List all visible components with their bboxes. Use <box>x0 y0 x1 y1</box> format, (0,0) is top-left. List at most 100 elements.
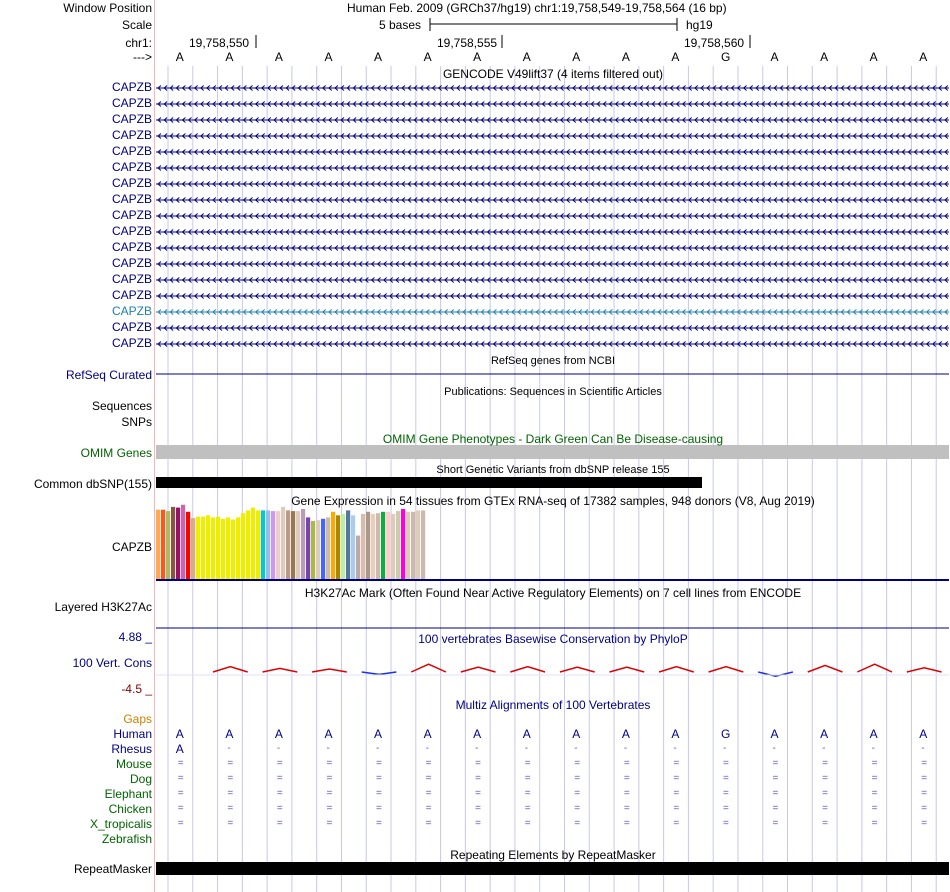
gtex-bar <box>361 513 366 579</box>
base-letter[interactable]: A <box>522 50 531 64</box>
gene-strand-arrows <box>157 341 949 347</box>
gene-label[interactable]: CAPZB <box>111 256 152 270</box>
gtex-bar <box>206 515 211 579</box>
base-letter[interactable]: A <box>820 50 829 64</box>
base-letter[interactable]: A <box>671 50 680 64</box>
dbsnp-track-title[interactable]: Short Genetic Variants from dbSNP releas… <box>436 464 670 476</box>
alignment-base: = <box>276 773 283 784</box>
species-label[interactable]: Dog <box>129 772 152 786</box>
gene-label[interactable]: CAPZB <box>111 128 152 142</box>
base-letter[interactable]: A <box>919 50 928 64</box>
gene-label[interactable]: CAPZB <box>111 80 152 94</box>
alignment-base: - <box>574 743 578 754</box>
window-position-value: Human Feb. 2009 (GRCh37/hg19) chr1:19,75… <box>347 1 727 15</box>
h3k27ac-label[interactable]: Layered H3K27Ac <box>54 600 152 614</box>
gene-label[interactable]: CAPZB <box>111 304 152 318</box>
alignment-base: = <box>822 818 828 829</box>
omim-label[interactable]: OMIM Genes <box>80 446 152 460</box>
gene-strand-arrows <box>157 133 949 139</box>
gene-label[interactable]: CAPZB <box>111 320 152 334</box>
base-letter[interactable]: A <box>274 50 283 64</box>
gene-label[interactable]: CAPZB <box>111 144 152 158</box>
gene-label[interactable]: CAPZB <box>111 272 152 286</box>
refseq-track-title[interactable]: RefSeq genes from NCBI <box>490 355 616 367</box>
base-letter[interactable]: A <box>324 50 333 64</box>
gencode-track-title[interactable]: GENCODE V49lift37 (4 items filtered out) <box>442 67 664 81</box>
dbsnp-label[interactable]: Common dbSNP(155) <box>33 477 152 491</box>
gtex-track-title[interactable]: Gene Expression in 54 tissues from GTEx … <box>291 494 815 508</box>
gtex-bar <box>301 509 306 579</box>
gene-label[interactable]: CAPZB <box>111 160 152 174</box>
gene-label[interactable]: CAPZB <box>111 240 152 254</box>
gene-strand-arrows <box>157 197 949 203</box>
gtex-bar <box>246 510 251 579</box>
base-letter[interactable]: A <box>770 50 779 64</box>
alignment-base: = <box>574 803 581 814</box>
base-letter[interactable]: A <box>374 50 383 64</box>
gtex-bar <box>411 511 416 579</box>
repeatmasker-label[interactable]: RepeatMasker <box>73 862 152 876</box>
gene-label[interactable]: CAPZB <box>111 224 152 238</box>
alignment-base: A <box>919 727 928 741</box>
alignment-base: = <box>871 773 878 784</box>
phylop-track-title[interactable]: 100 vertebrates Basewise Conservation by… <box>418 632 688 646</box>
alignment-base: = <box>921 818 928 829</box>
phylop-max-label: 4.88 _ <box>118 630 152 644</box>
species-label[interactable]: Elephant <box>104 787 152 801</box>
base-letter[interactable]: A <box>621 50 630 64</box>
gtex-bar <box>231 519 236 579</box>
refseq-label[interactable]: RefSeq Curated <box>65 368 152 382</box>
repeatmasker-track-title[interactable]: Repeating Elements by RepeatMasker <box>450 848 656 862</box>
coord-2: 19,758,555 <box>437 36 498 50</box>
h3k27ac-track-title[interactable]: H3K27Ac Mark (Often Found Near Active Re… <box>304 586 802 600</box>
gtex-bar <box>186 511 191 579</box>
snps-label[interactable]: SNPs <box>121 415 152 429</box>
gene-label[interactable]: CAPZB <box>111 112 152 126</box>
gtex-bar <box>386 511 391 579</box>
alignment-base: - <box>376 743 380 754</box>
phylop-trough <box>758 671 794 677</box>
species-label[interactable]: X_tropicalis <box>89 817 152 831</box>
base-letter[interactable]: A <box>225 50 234 64</box>
gene-label[interactable]: CAPZB <box>111 208 152 222</box>
gene-label[interactable]: CAPZB <box>111 192 152 206</box>
base-letter[interactable]: A <box>175 50 184 64</box>
gtex-label[interactable]: CAPZB <box>111 540 152 554</box>
species-label[interactable]: Human <box>113 727 152 741</box>
alignment-base: = <box>475 788 481 799</box>
gene-label[interactable]: CAPZB <box>111 336 152 350</box>
gene-label[interactable]: CAPZB <box>111 96 152 110</box>
gene-strand-arrows <box>157 101 949 107</box>
gtex-bar <box>266 510 271 579</box>
base-letter[interactable]: G <box>720 50 731 64</box>
gaps-label[interactable]: Gaps <box>123 712 152 726</box>
alignment-base: = <box>722 818 729 829</box>
gtex-bar <box>396 511 401 579</box>
phylop-peak <box>609 666 645 673</box>
gtex-bar <box>161 509 166 579</box>
species-label[interactable]: Chicken <box>108 802 152 816</box>
omim-track-title[interactable]: OMIM Gene Phenotypes - Dark Green Can Be… <box>382 432 724 446</box>
species-label[interactable]: Mouse <box>115 757 152 771</box>
alignment-base: = <box>475 818 481 829</box>
alignment-base: - <box>276 743 281 754</box>
base-letter[interactable]: A <box>473 50 482 64</box>
gene-label[interactable]: CAPZB <box>111 288 152 302</box>
species-label[interactable]: Zebrafish <box>101 832 152 846</box>
gtex-bar <box>326 517 331 579</box>
alignment-base: = <box>524 758 531 769</box>
publications-track-title[interactable]: Publications: Sequences in Scientific Ar… <box>444 386 662 398</box>
base-letter[interactable]: A <box>423 50 432 64</box>
alignment-base: G <box>720 727 731 741</box>
base-letter[interactable]: A <box>869 50 878 64</box>
gene-label[interactable]: CAPZB <box>111 176 152 190</box>
sequences-label[interactable]: Sequences <box>91 399 152 413</box>
gtex-bar <box>356 535 361 579</box>
alignment-base: = <box>376 758 382 769</box>
base-letter[interactable]: A <box>572 50 581 64</box>
phylop-label[interactable]: 100 Vert. Cons <box>72 656 152 670</box>
species-label[interactable]: Rhesus <box>111 742 152 756</box>
alignment-base: = <box>772 773 779 784</box>
multiz-track-title[interactable]: Multiz Alignments of 100 Vertebrates <box>455 698 651 712</box>
